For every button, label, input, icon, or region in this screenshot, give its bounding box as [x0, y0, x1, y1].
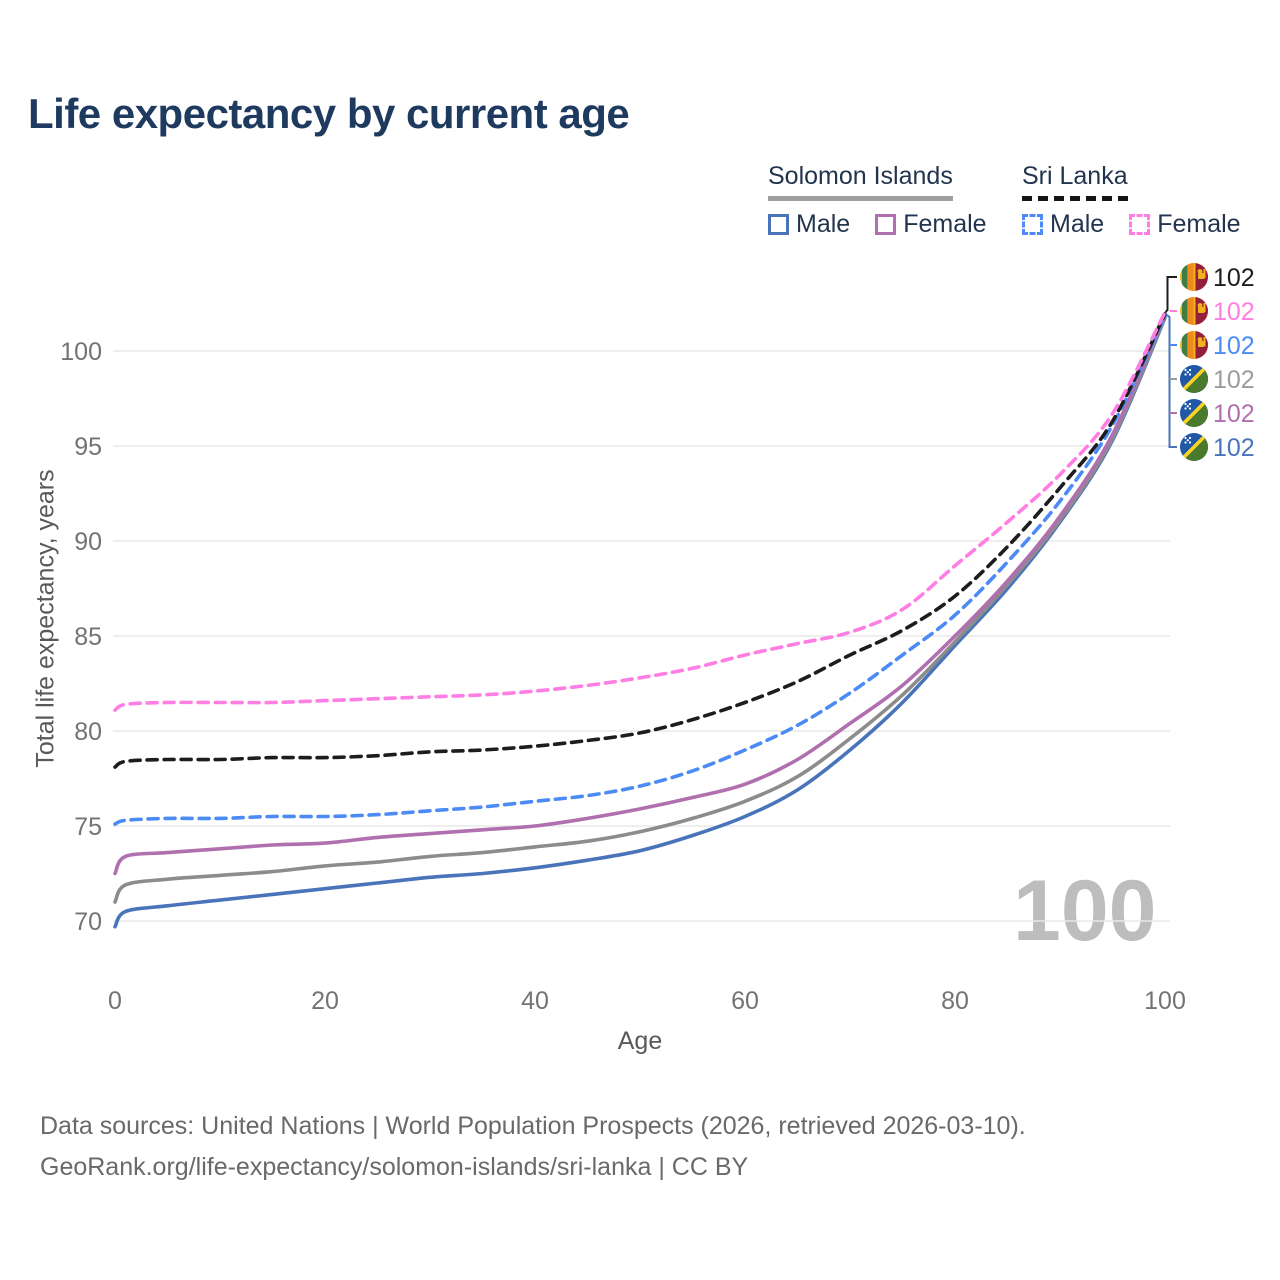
sri-lanka-flag-icon — [1180, 297, 1208, 325]
srilanka-male-swatch-icon — [1022, 214, 1043, 235]
end-value-label: 102 — [1213, 434, 1255, 462]
series-line-sri-lanka-female — [113, 310, 1167, 712]
srilanka-female-swatch-icon — [1129, 214, 1151, 235]
dashed-line-swatch — [1022, 196, 1128, 201]
legend-item-srilanka-male: Male — [1022, 210, 1104, 239]
y-tick-label-95: 95 — [74, 433, 102, 461]
legend-item-solomon-male: Male — [768, 210, 850, 239]
footer-data-sources: Data sources: United Nations | World Pop… — [40, 1112, 1026, 1140]
legend-items-solomon-islands: Male Female — [768, 210, 987, 239]
footer-attribution: GeoRank.org/life-expectancy/solomon-isla… — [40, 1153, 749, 1181]
x-tick-label-60: 60 — [731, 987, 759, 1015]
solomon-male-swatch-icon — [768, 214, 789, 235]
end-value-label: 102 — [1213, 366, 1255, 394]
series-line-solomon-islands-female — [113, 313, 1167, 876]
legend-country-sri-lanka: Sri Lanka — [1022, 162, 1128, 190]
legend-header-sri-lanka: Sri Lanka — [1022, 162, 1128, 201]
x-tick-label-100: 100 — [1144, 987, 1186, 1015]
series-line-solomon-islands-male — [113, 316, 1167, 929]
series-line-solomon-islands-total — [113, 315, 1167, 904]
x-tick-label-40: 40 — [521, 987, 549, 1015]
chart-title: Life expectancy by current age — [28, 90, 630, 137]
solomon-islands-flag-icon — [1180, 433, 1208, 461]
y-tick-label-100: 100 — [60, 338, 102, 366]
legend-label-srilanka-female: Female — [1157, 210, 1241, 238]
y-tick-label-90: 90 — [74, 528, 102, 556]
leader-line-bottom — [1164, 313, 1177, 448]
legend-item-solomon-female: Female — [875, 210, 987, 239]
legend-header-solomon-islands: Solomon Islands — [768, 162, 953, 201]
y-tick-label-70: 70 — [74, 908, 102, 936]
end-value-label: 102 — [1213, 400, 1255, 428]
y-tick-label-75: 75 — [74, 813, 102, 841]
age-100-watermark: 100 — [1013, 863, 1157, 959]
solomon-islands-flag-icon — [1180, 365, 1208, 393]
solomon-female-swatch-icon — [875, 214, 897, 235]
legend-label-solomon-male: Male — [796, 210, 851, 238]
legend-label-solomon-female: Female — [903, 210, 987, 238]
solomon-islands-flag-icon — [1180, 399, 1208, 427]
legend-item-srilanka-female: Female — [1129, 210, 1241, 239]
sri-lanka-flag-icon — [1180, 263, 1208, 291]
end-value-label: 102 — [1213, 298, 1255, 326]
x-tick-label-20: 20 — [311, 987, 339, 1015]
series-line-sri-lanka-male — [113, 314, 1167, 826]
sri-lanka-flag-icon — [1180, 331, 1208, 359]
x-tick-label-0: 0 — [108, 987, 122, 1015]
end-value-label: 102 — [1213, 332, 1255, 360]
legend-country-solomon-islands: Solomon Islands — [768, 162, 953, 190]
y-tick-label-85: 85 — [74, 623, 102, 651]
x-tick-label-80: 80 — [941, 987, 969, 1015]
solid-line-swatch — [768, 196, 953, 201]
legend-items-sri-lanka: Male Female — [1022, 210, 1241, 239]
legend-label-srilanka-male: Male — [1050, 210, 1105, 238]
y-tick-label-80: 80 — [74, 718, 102, 746]
series-line-sri-lanka-total — [113, 312, 1167, 769]
footer: Data sources: United Nations | World Pop… — [40, 1106, 1026, 1188]
leader-line-top — [1164, 276, 1177, 313]
end-value-label: 102 — [1213, 264, 1255, 292]
legend-group-solomon-islands: Solomon Islands Male Female — [768, 162, 987, 239]
x-axis-title: Age — [617, 1027, 663, 1055]
legend-group-sri-lanka: Sri Lanka Male Female — [1022, 162, 1241, 239]
y-axis-title: Total life expectancy, years — [31, 469, 60, 768]
